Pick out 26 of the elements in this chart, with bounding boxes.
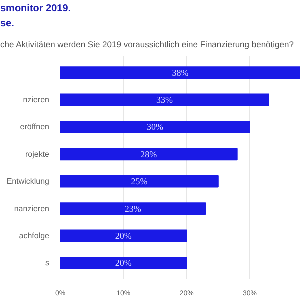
- y-tick-label: rojekte: [25, 150, 50, 159]
- bar: [60, 230, 188, 242]
- data-label: 23%: [124, 204, 142, 214]
- chart-title: smonitor 2019.: [0, 4, 72, 14]
- bar: [60, 175, 219, 188]
- data-label: 28%: [140, 149, 158, 160]
- data-label: 20%: [115, 258, 132, 268]
- y-tick-label: s: [46, 258, 50, 268]
- bar: [60, 148, 238, 161]
- bar: [60, 94, 270, 106]
- data-label: 38%: [172, 68, 190, 78]
- text: che Aktivitäten werden Sie 2019 voraussichtlich eine Finanzierung benötigen?: [0, 40, 294, 50]
- bar: [60, 120, 250, 134]
- y-tick-label: nanzieren: [14, 204, 50, 214]
- y-tick-label: eröffnen: [20, 122, 50, 132]
- data-label: 20%: [115, 230, 132, 241]
- chart-subtitle: se.: [0, 18, 15, 30]
- data-label: 33%: [156, 95, 174, 106]
- data-label: 25%: [131, 176, 148, 187]
- data-label: 30%: [146, 122, 164, 132]
- bar: [60, 202, 206, 216]
- y-tick-label: nzieren: [23, 96, 50, 105]
- y-tick-label: Entwicklung: [6, 177, 50, 186]
- bar: [60, 256, 188, 270]
- y-tick-label: achfolge: [19, 231, 50, 240]
- bar: [60, 66, 300, 80]
